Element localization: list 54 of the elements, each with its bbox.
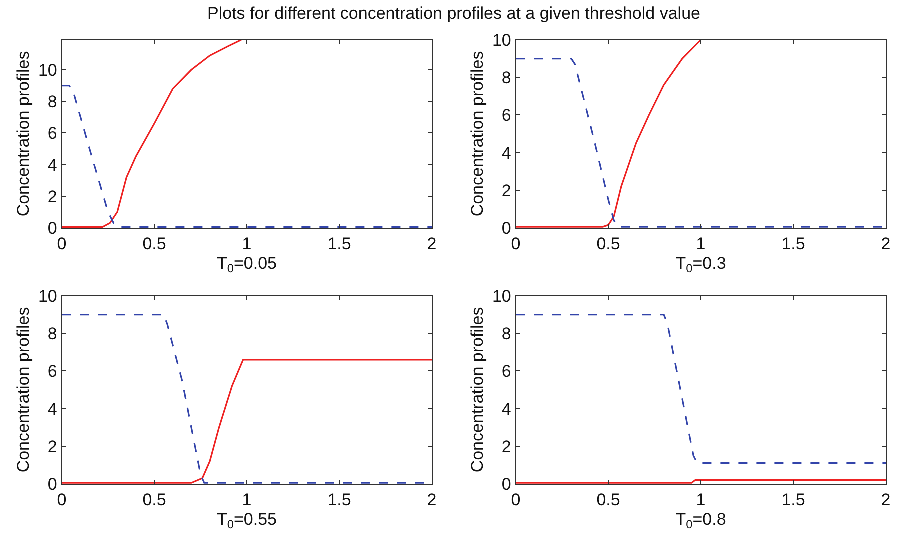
line-series xyxy=(516,40,702,228)
x-axis-title: T$_{0}$=0.8 xyxy=(676,510,726,532)
y-tick-label: 4 xyxy=(502,400,512,419)
y-tick-label: 10 xyxy=(38,286,58,306)
y-tick-label: 2 xyxy=(48,187,58,206)
x-tick-label: 1.5 xyxy=(782,234,806,254)
x-tick-label: 1.5 xyxy=(328,234,352,254)
y-axis-title: Concentration profiles xyxy=(468,307,488,473)
y-axis-title: Concentration profiles xyxy=(468,51,488,217)
y-tick-label: 8 xyxy=(48,92,58,112)
line-series xyxy=(516,314,886,464)
y-axis-title: Concentration profiles xyxy=(14,307,34,473)
y-tick-label: 0 xyxy=(502,218,512,238)
x-tick-label: 2 xyxy=(881,234,891,254)
y-tick-label: 10 xyxy=(492,286,512,306)
x-tick-label: 1.5 xyxy=(782,490,806,510)
x-tick-label: 2 xyxy=(881,490,891,510)
y-tick-label: 4 xyxy=(48,156,58,175)
y-tick-label: 0 xyxy=(502,474,512,494)
x-tick-label: 0.5 xyxy=(596,490,620,510)
y-tick-label: 8 xyxy=(48,324,58,344)
y-tick-label: 2 xyxy=(502,437,512,456)
x-axis-title: T$_{0}$=0.05 xyxy=(216,254,278,276)
x-axis-title: T$_{0}$=0.3 xyxy=(676,254,726,276)
y-tick-label: 10 xyxy=(38,60,58,80)
y-tick-label: 4 xyxy=(502,144,512,163)
x-tick-label: 0.5 xyxy=(142,234,166,254)
y-tick-label: 6 xyxy=(48,124,58,144)
y-tick-label: 4 xyxy=(48,400,58,419)
y-tick-label: 6 xyxy=(502,106,512,126)
line-series xyxy=(62,85,432,228)
chart-title: Plots for different concentration profiles at a given threshold value xyxy=(206,4,702,24)
y-tick-label: 6 xyxy=(48,362,58,382)
y-tick-label: 2 xyxy=(502,181,512,200)
x-tick-label: 1 xyxy=(696,490,706,510)
x-axis-title: T$_{0}$=0.55 xyxy=(216,510,278,532)
y-tick-label: 6 xyxy=(502,362,512,382)
y-axis-title: Concentration profiles xyxy=(14,51,34,217)
y-tick-label: 0 xyxy=(48,218,58,238)
x-tick-label: 1 xyxy=(242,234,252,254)
x-tick-label: 2 xyxy=(427,490,437,510)
line-series xyxy=(62,40,242,228)
x-tick-label: 0.5 xyxy=(596,234,620,254)
x-tick-label: 1 xyxy=(696,234,706,254)
x-tick-label: 2 xyxy=(427,234,437,254)
y-tick-label: 8 xyxy=(502,324,512,344)
y-tick-label: 8 xyxy=(502,68,512,88)
y-tick-label: 10 xyxy=(492,30,512,50)
y-tick-label: 0 xyxy=(48,474,58,494)
x-tick-label: 1.5 xyxy=(328,490,352,510)
line-series xyxy=(62,359,432,484)
y-tick-label: 2 xyxy=(48,437,58,456)
x-tick-label: 1 xyxy=(242,490,252,510)
x-tick-label: 0.5 xyxy=(142,490,166,510)
